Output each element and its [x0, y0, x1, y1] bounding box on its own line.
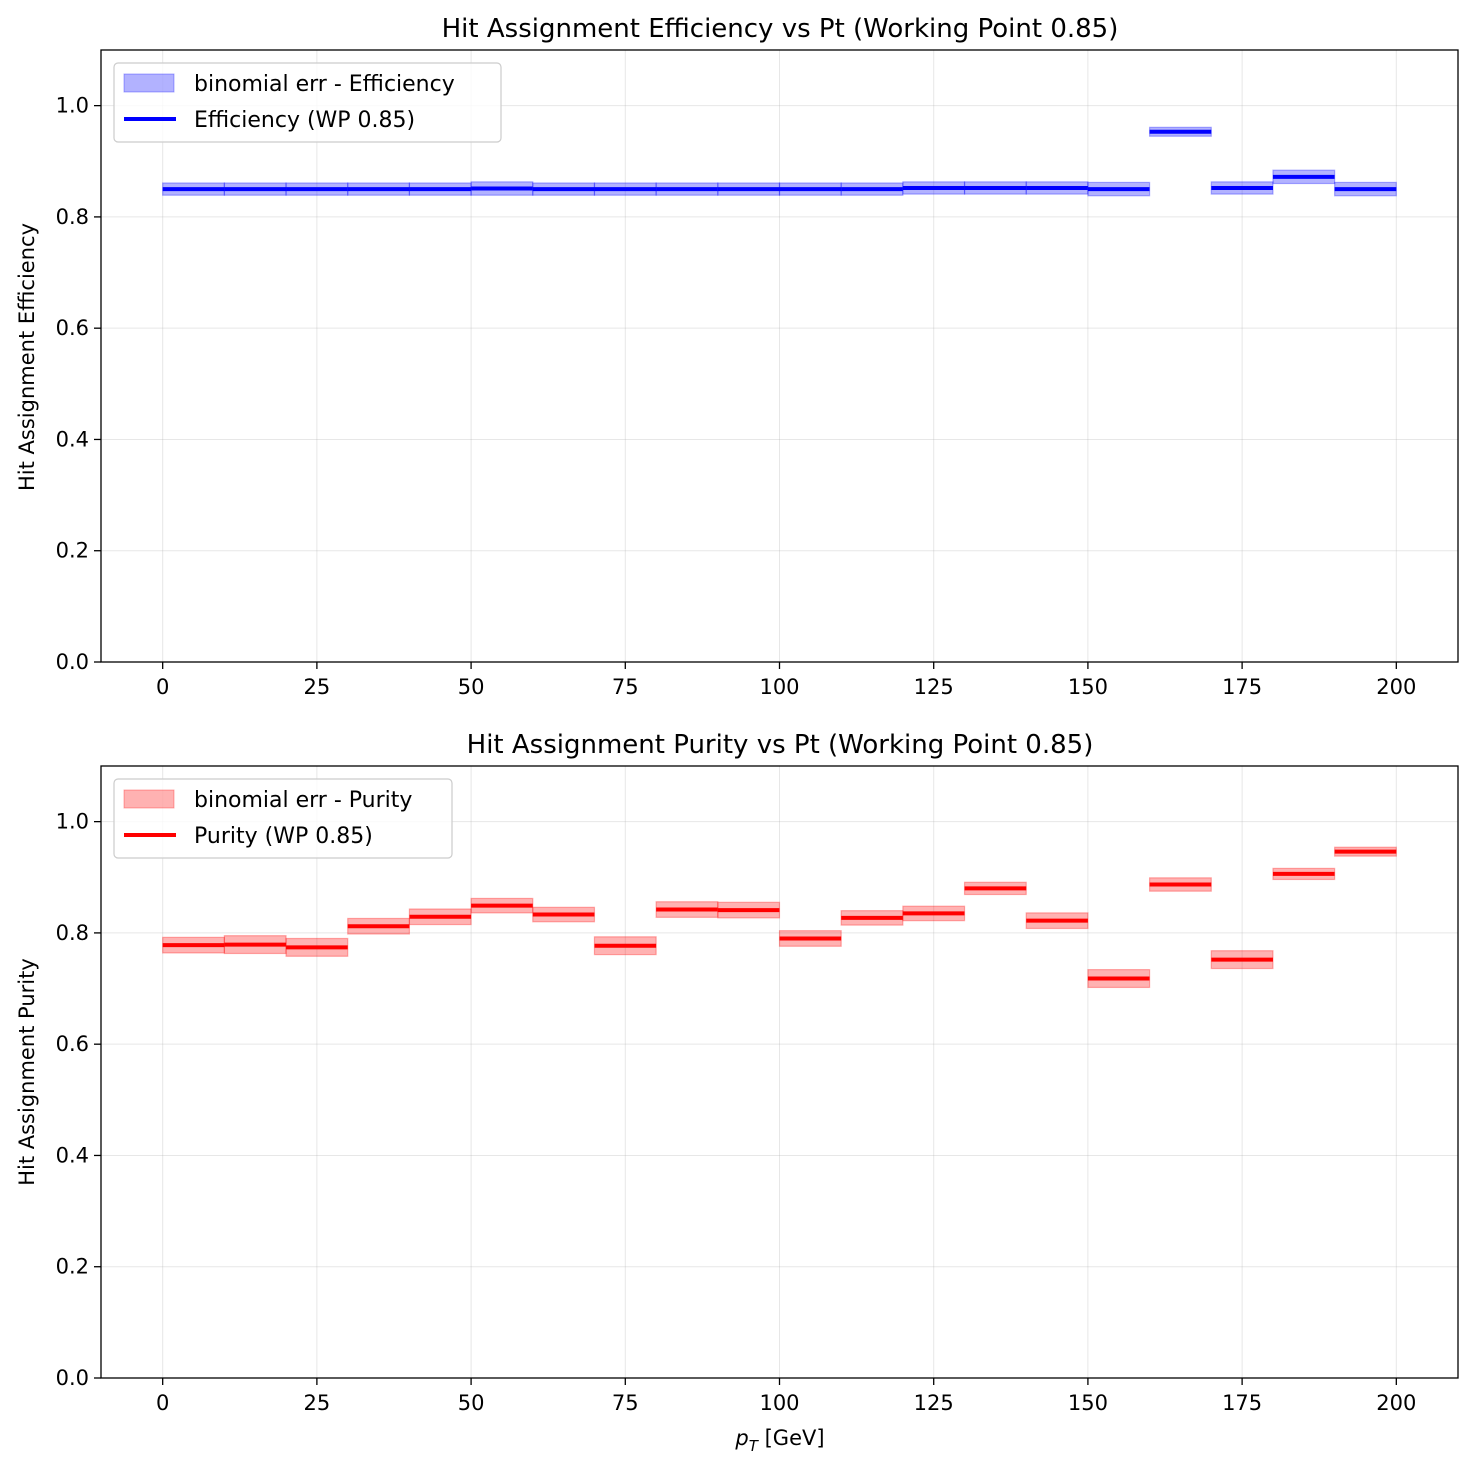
- efficiency-legend-band-label: binomial err - Efficiency: [194, 72, 455, 97]
- purity-y-axis-label: Hit Assignment Purity: [15, 958, 39, 1186]
- efficiency-chart-title: Hit Assignment Efficiency vs Pt (Working…: [442, 14, 1119, 44]
- efficiency-step-lines: [162, 129, 1397, 192]
- purity-y-tick-label: 0.4: [56, 1143, 89, 1167]
- efficiency-legend-box: [113, 62, 502, 143]
- efficiency-y-axis-label: Hit Assignment Efficiency: [15, 223, 39, 491]
- purity-legend-band-swatch: [123, 789, 175, 809]
- purity-step-lines: [162, 849, 1397, 981]
- purity-y-tick-label: 0.6: [56, 1032, 89, 1056]
- purity-x-tick-label: 75: [612, 1391, 639, 1415]
- purity-error-bands: [162, 846, 1397, 989]
- efficiency-y-tick-label: 0.0: [56, 650, 89, 674]
- efficiency-x-ticks: 0 25 50 75 100 125 150 175 200: [156, 662, 1416, 699]
- efficiency-x-tick-label: 200: [1376, 675, 1416, 699]
- purity-x-tick-label: 50: [458, 1391, 485, 1415]
- efficiency-x-tick-label: 0: [156, 675, 169, 699]
- efficiency-y-tick-label: 0.6: [56, 316, 89, 340]
- purity-x-tick-label: 25: [304, 1391, 331, 1415]
- purity-x-tick-label: 125: [914, 1391, 954, 1415]
- efficiency-x-tick-label: 150: [1068, 675, 1108, 699]
- efficiency-x-tick-label: 75: [612, 675, 639, 699]
- purity-legend-box: [113, 778, 453, 859]
- efficiency-x-tick-label: 100: [759, 675, 799, 699]
- purity-x-tick-label: 200: [1376, 1391, 1416, 1415]
- purity-y-tick-label: 1.0: [56, 810, 89, 834]
- purity-panel: Hit Assignment Purity vs Pt (Working Poi…: [15, 730, 1459, 1455]
- efficiency-y-tick-label: 1.0: [56, 94, 89, 118]
- purity-legend-band-label: binomial err - Purity: [194, 788, 412, 813]
- purity-x-tick-label: 150: [1068, 1391, 1108, 1415]
- purity-y-tick-label: 0.0: [56, 1366, 89, 1390]
- purity-x-tick-label: 100: [759, 1391, 799, 1415]
- purity-legend-line-label: Purity (WP 0.85): [194, 824, 373, 849]
- efficiency-x-tick-label: 25: [304, 675, 331, 699]
- efficiency-panel: Hit Assignment Efficiency vs Pt (Working…: [15, 14, 1459, 699]
- efficiency-legend-band-swatch: [123, 73, 175, 93]
- purity-x-ticks: 0 25 50 75 100 125 150 175 200: [156, 1378, 1416, 1415]
- efficiency-x-tick-label: 125: [914, 675, 954, 699]
- efficiency-y-ticks: 0.0 0.2 0.4 0.6 0.8 1.0: [56, 94, 101, 674]
- efficiency-x-tick-label: 175: [1222, 675, 1262, 699]
- purity-legend: binomial err - Purity Purity (WP 0.85): [113, 778, 453, 859]
- purity-y-tick-label: 0.8: [56, 921, 89, 945]
- efficiency-y-tick-label: 0.2: [56, 539, 89, 563]
- efficiency-y-tick-label: 0.4: [56, 427, 89, 451]
- efficiency-legend-line-label: Efficiency (WP 0.85): [194, 108, 415, 133]
- purity-x-tick-label: 0: [156, 1391, 169, 1415]
- purity-y-ticks: 0.0 0.2 0.4 0.6 0.8 1.0: [56, 810, 101, 1390]
- purity-chart-title: Hit Assignment Purity vs Pt (Working Poi…: [467, 730, 1094, 760]
- efficiency-legend: binomial err - Efficiency Efficiency (WP…: [113, 62, 502, 143]
- purity-x-axis-label: pT [GeV]: [734, 1426, 824, 1455]
- purity-x-tick-label: 175: [1222, 1391, 1262, 1415]
- efficiency-x-tick-label: 50: [458, 675, 485, 699]
- purity-y-tick-label: 0.2: [56, 1255, 89, 1279]
- efficiency-y-tick-label: 0.8: [56, 205, 89, 229]
